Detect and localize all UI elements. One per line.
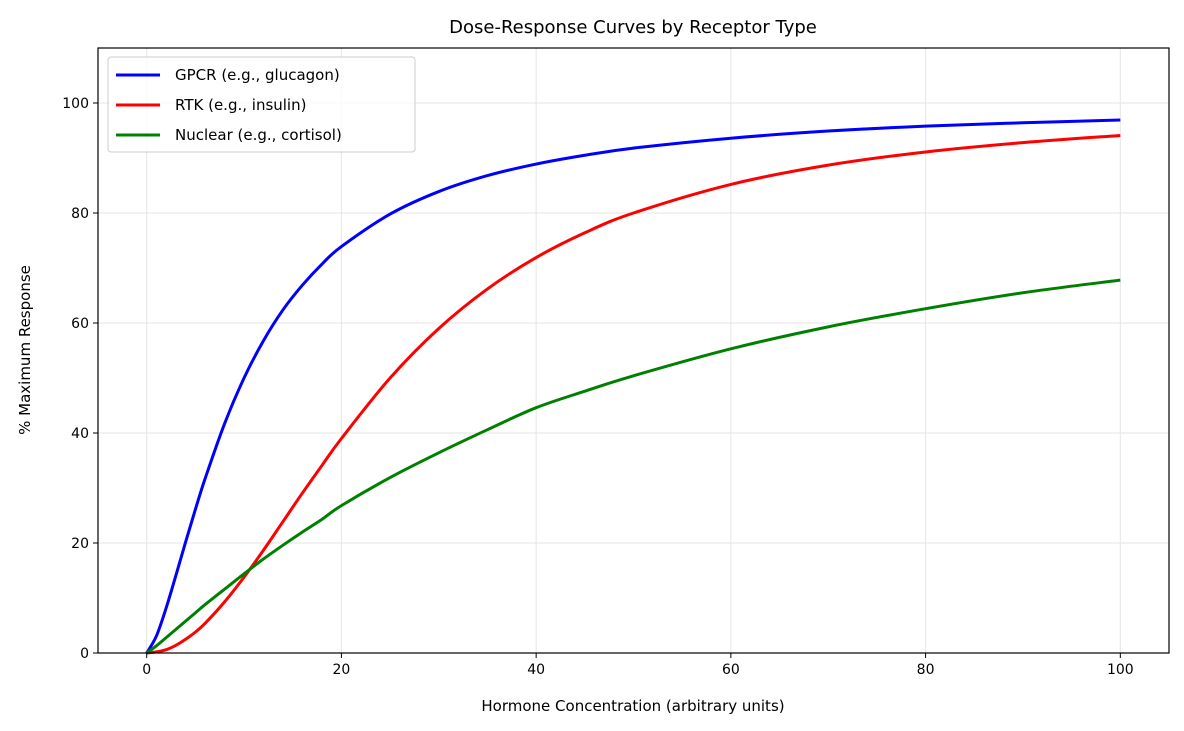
- series-line: [145, 278, 1121, 655]
- axis-ticks: 0 20 40 60 80 100 0 20 40 60 80 100: [62, 96, 1133, 678]
- legend-label: GPCR (e.g., glucagon): [175, 66, 340, 84]
- x-tick-label: 60: [722, 662, 740, 678]
- y-tick-label: 40: [71, 426, 89, 442]
- x-tick-label: 40: [527, 662, 545, 678]
- x-tick-label: 80: [917, 662, 935, 678]
- legend-label: RTK (e.g., insulin): [175, 96, 306, 114]
- x-axis-label: Hormone Concentration (arbitrary units): [481, 697, 784, 715]
- legend-box: [107, 56, 416, 153]
- y-tick-label: 0: [80, 646, 89, 662]
- chart-title: Dose-Response Curves by Receptor Type: [449, 17, 817, 38]
- plot-frame: [97, 47, 1170, 654]
- series-line: [146, 133, 1121, 655]
- x-tick-label: 0: [142, 662, 151, 678]
- x-tick-label: 20: [332, 662, 350, 678]
- legend-label: Nuclear (e.g., cortisol): [175, 126, 342, 144]
- y-tick-label: 100: [62, 96, 89, 112]
- x-tick-label: 100: [1107, 662, 1134, 678]
- legend: GPCR (e.g., glucagon) RTK (e.g., insulin)…: [107, 56, 416, 153]
- y-tick-label: 60: [71, 316, 89, 332]
- y-tick-label: 80: [71, 206, 89, 222]
- y-tick-label: 20: [71, 536, 89, 552]
- series-line: [145, 118, 1121, 654]
- series-lines: [145, 118, 1121, 655]
- y-axis-label: % Maximum Response: [16, 265, 34, 435]
